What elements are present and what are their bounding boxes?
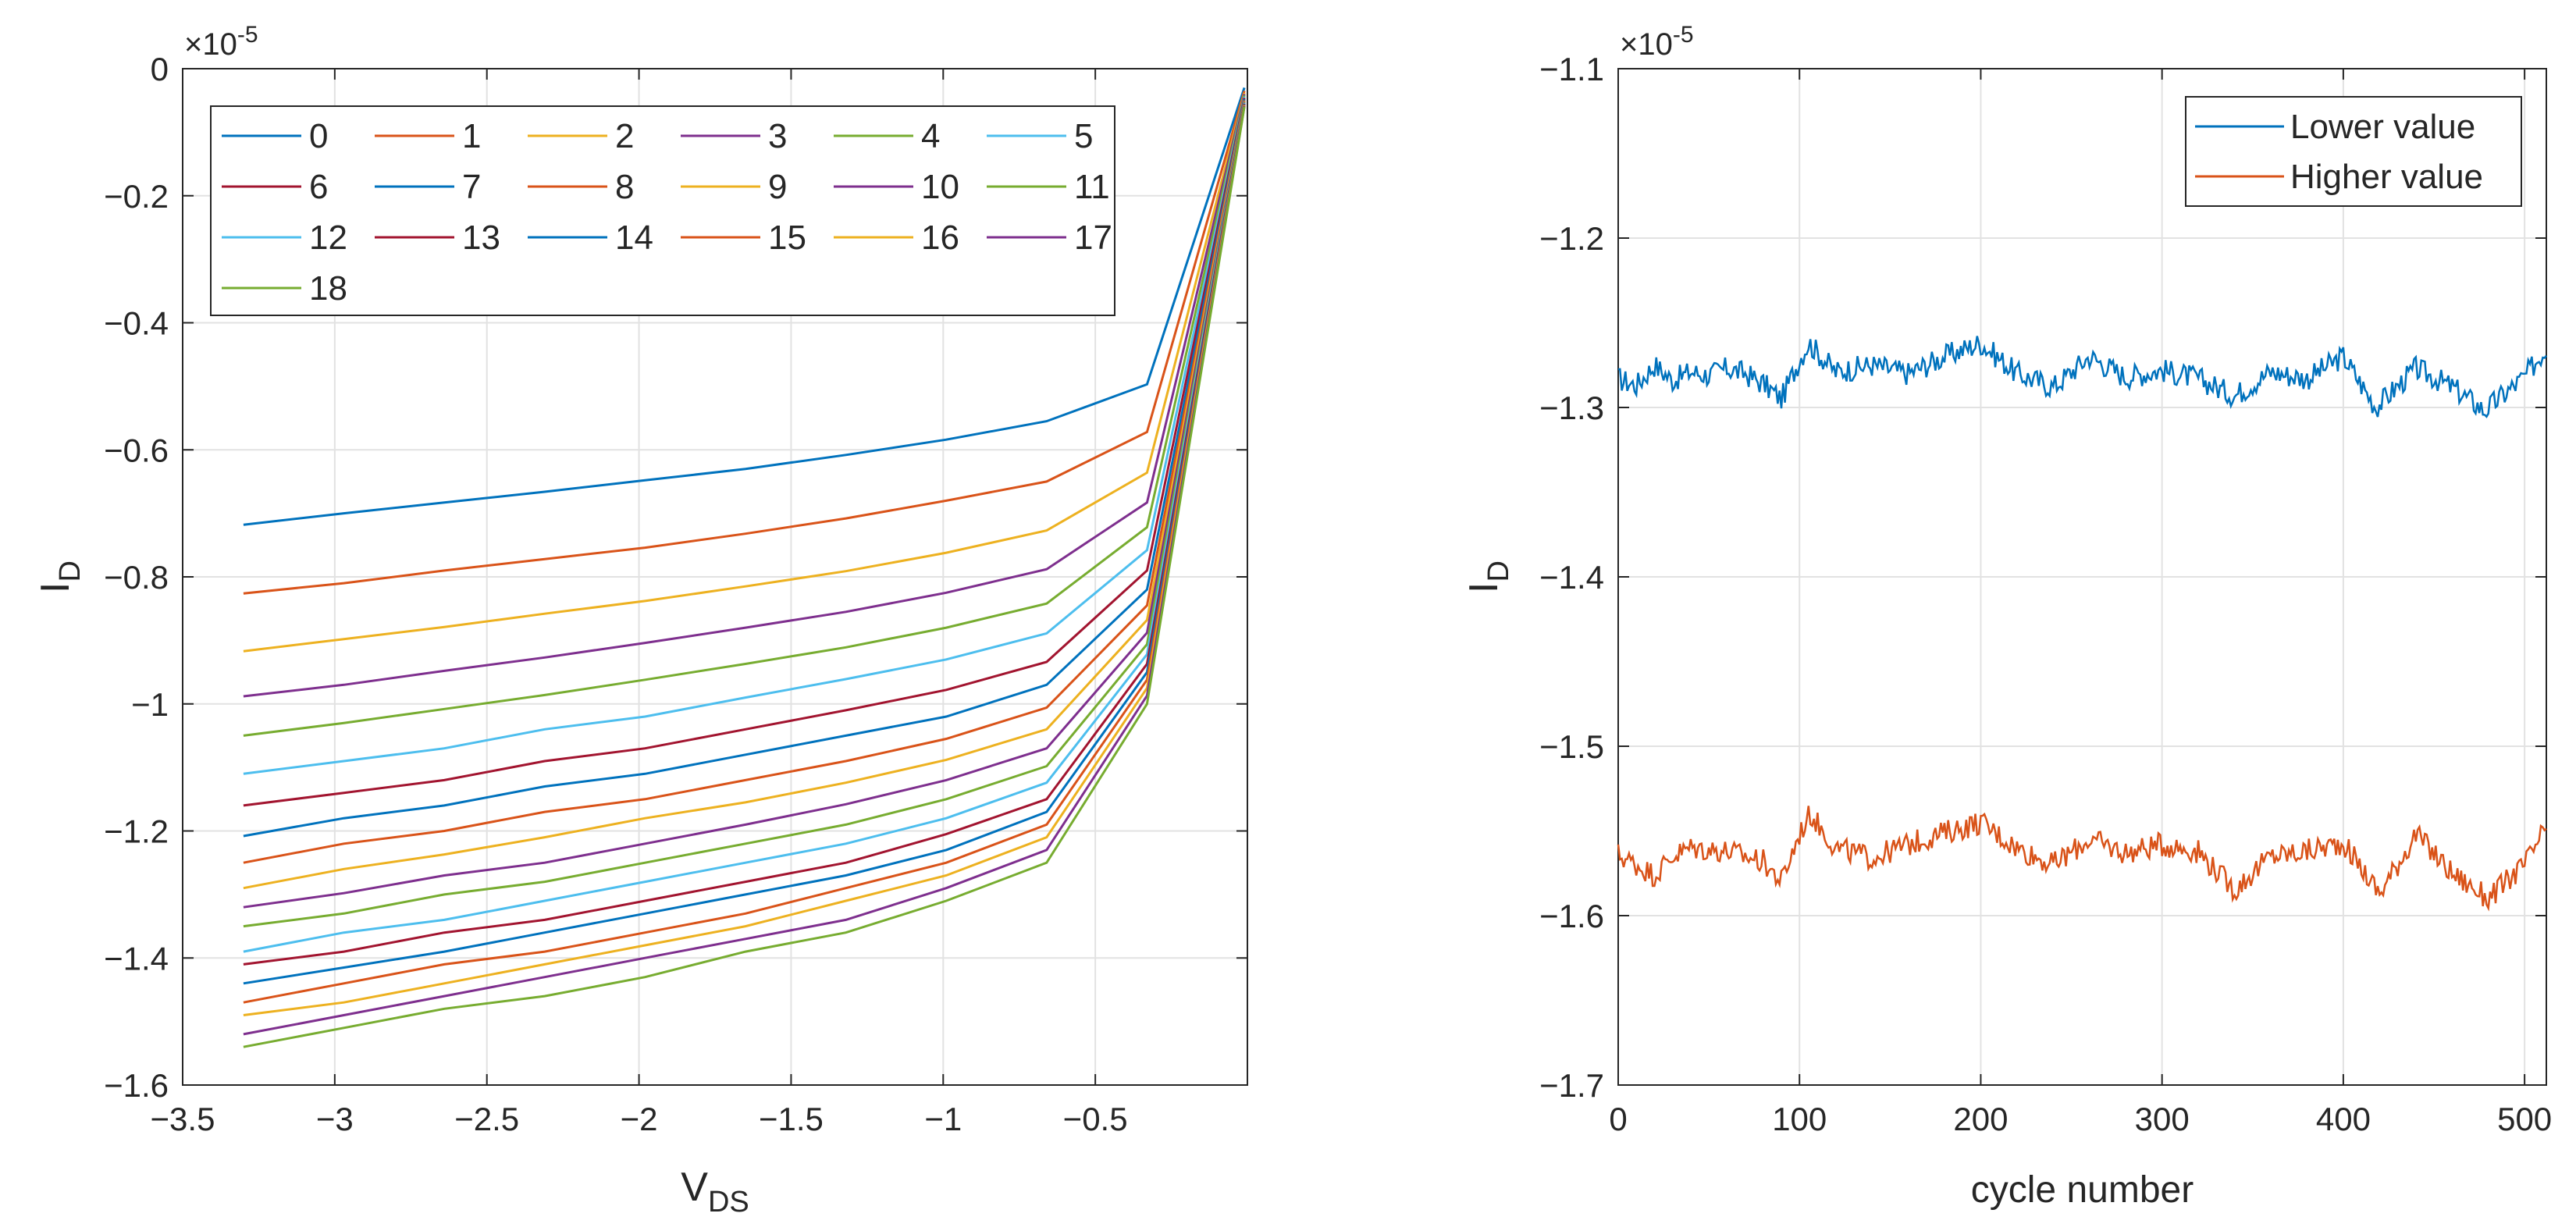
y-axis-label-sub: D xyxy=(54,560,87,582)
legend-label: 4 xyxy=(921,117,940,155)
x-tick-label: −0.5 xyxy=(1063,1101,1128,1137)
series-line-8 xyxy=(243,100,1246,864)
series-line-10 xyxy=(243,101,1246,909)
legend-box xyxy=(210,105,1115,316)
legend-label: 18 xyxy=(309,269,347,308)
series-line-lower-value xyxy=(1617,336,2547,418)
y-tick-label: −1.2 xyxy=(104,813,169,850)
x-tick-label: 300 xyxy=(2135,1101,2190,1137)
series-line-5 xyxy=(243,96,1246,775)
x-tick-label: −2.5 xyxy=(454,1101,519,1137)
legend-label: 9 xyxy=(768,168,787,206)
legend-label: 2 xyxy=(615,117,634,155)
y-tick-label: −1.7 xyxy=(1539,1067,1604,1104)
x-tick-label: 500 xyxy=(2497,1101,2552,1137)
legend-label: Lower value xyxy=(2290,108,2475,146)
x-tick-label: −1 xyxy=(924,1101,962,1137)
legend: Lower value Higher value xyxy=(2185,96,2522,207)
axis-exponent: ×10-5 xyxy=(184,22,258,62)
series-line-3 xyxy=(243,94,1246,698)
legend-label: 14 xyxy=(615,219,653,257)
axis-exponent-base: ×10 xyxy=(184,27,237,62)
y-axis-label: ID xyxy=(1461,560,1515,593)
x-tick-label: 0 xyxy=(1609,1101,1627,1137)
legend-label: 7 xyxy=(462,168,481,206)
y-tick-label: −1 xyxy=(131,686,169,723)
series-line-16 xyxy=(243,105,1246,1016)
legend-label: 13 xyxy=(462,219,500,257)
series-line-14 xyxy=(243,104,1246,985)
series-line-6 xyxy=(243,98,1246,807)
y-tick-label: −1.4 xyxy=(104,940,169,977)
legend-label: 15 xyxy=(768,219,806,257)
axis-exponent-power: -5 xyxy=(1673,22,1694,48)
chart-iv-curves: −3.5 −3 −2.5 −2 −1.5 −1 −0.5 0 −0.2 −0.4 −0.6 −0.8 −… xyxy=(33,22,1248,1219)
legend-label: 12 xyxy=(309,219,347,257)
series-line-12 xyxy=(243,102,1246,953)
legend-label: 0 xyxy=(309,117,328,155)
series-line-17 xyxy=(243,105,1246,1036)
x-axis-label: VDS xyxy=(681,1165,749,1219)
series-line-18 xyxy=(243,106,1246,1048)
legend-label: 5 xyxy=(1074,117,1093,155)
x-tick-label: 200 xyxy=(1953,1101,2008,1137)
legend-label: 16 xyxy=(921,219,959,257)
y-tick-label: −1.3 xyxy=(1539,390,1604,426)
series-line-1 xyxy=(243,91,1246,595)
series-line-13 xyxy=(243,103,1246,966)
y-tick-label: −0.2 xyxy=(104,178,169,215)
y-tick-label: 0 xyxy=(151,51,169,87)
x-axis-label-sub: DS xyxy=(708,1186,749,1219)
y-axis-label-main: I xyxy=(1461,582,1507,593)
y-tick-label: −0.4 xyxy=(104,305,169,342)
y-axis-label-main: I xyxy=(33,582,78,593)
legend-box xyxy=(2185,96,2522,207)
legend-label: 10 xyxy=(921,168,959,206)
series-line-4 xyxy=(243,94,1246,737)
series-line-7 xyxy=(243,98,1246,838)
axis-exponent-base: ×10 xyxy=(1620,27,1673,62)
x-tick-label: −1.5 xyxy=(759,1101,824,1137)
legend-label: 8 xyxy=(615,168,634,206)
series-line-2 xyxy=(243,92,1246,653)
y-tick-label: −0.6 xyxy=(104,432,169,468)
series-line-15 xyxy=(243,105,1246,1004)
axis-exponent-power: -5 xyxy=(237,22,258,48)
y-tick-label: −1.1 xyxy=(1539,51,1604,87)
x-tick-label: −2 xyxy=(621,1101,658,1137)
y-axis-label-sub: D xyxy=(1482,560,1515,582)
legend-label: 1 xyxy=(462,117,481,155)
y-tick-label: −1.4 xyxy=(1539,559,1604,596)
x-axis-label: cycle number xyxy=(1971,1169,2194,1211)
y-tick-label: −1.2 xyxy=(1539,220,1604,257)
series-line-11 xyxy=(243,101,1246,928)
x-axis-label-main: V xyxy=(681,1165,708,1210)
series-line-0 xyxy=(243,87,1246,526)
chart-cycle-stability: 0 100 200 300 400 500 −1.1 −1.2 −1.3 −1.4 −1.5 −1.6… xyxy=(1461,22,2552,1211)
y-axis-label: ID xyxy=(33,560,87,593)
series-line-higher-value xyxy=(1617,806,2547,912)
y-tick-label: −1.6 xyxy=(1539,898,1604,934)
legend-label: 11 xyxy=(1074,168,1110,206)
legend-label: 3 xyxy=(768,117,787,155)
x-tick-label: 100 xyxy=(1772,1101,1827,1137)
y-tick-label: −0.8 xyxy=(104,559,169,596)
legend-label: 6 xyxy=(309,168,328,206)
series-line-9 xyxy=(243,101,1246,890)
x-tick-label: −3.5 xyxy=(151,1101,215,1137)
x-tick-label: −3 xyxy=(316,1101,354,1137)
y-tick-label: −1.6 xyxy=(104,1067,169,1104)
axis-exponent: ×10-5 xyxy=(1620,22,1694,62)
y-tick-label: −1.5 xyxy=(1539,728,1604,765)
legend-label: 17 xyxy=(1074,219,1112,257)
legend-label: Higher value xyxy=(2290,158,2483,196)
x-tick-label: 400 xyxy=(2316,1101,2371,1137)
